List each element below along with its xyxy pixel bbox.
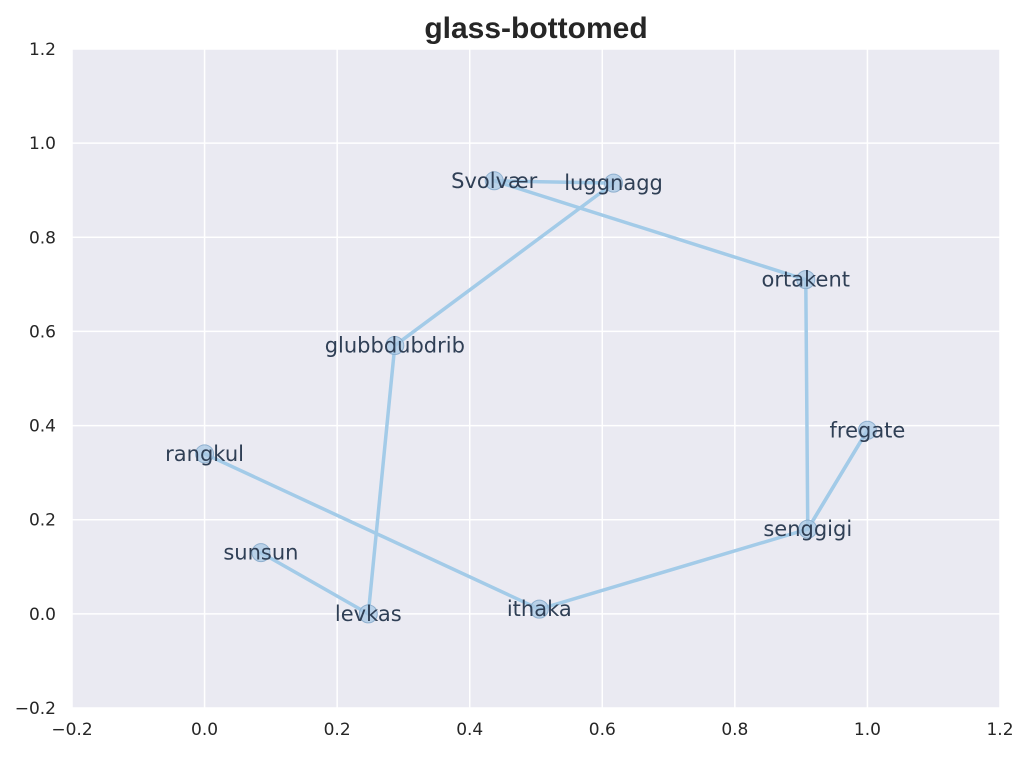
point-label: ithaka xyxy=(507,597,572,621)
x-tick-label: 0.6 xyxy=(589,720,616,740)
point-marker xyxy=(484,171,504,191)
route-segment xyxy=(537,527,810,611)
point-marker xyxy=(604,173,624,193)
point-labels: sunsun levkas glubbdubdrib luggnagg Svolvær o… xyxy=(165,169,905,626)
x-tick-label: 0.2 xyxy=(324,720,351,740)
point-marker xyxy=(358,604,378,624)
y-tick-label: 0.2 xyxy=(29,511,56,531)
x-tick-label: −0.2 xyxy=(51,720,92,740)
y-tick-label: 0.8 xyxy=(29,228,56,248)
point-markers xyxy=(195,171,877,624)
point-label: glubbdubdrib xyxy=(325,334,465,358)
point-marker xyxy=(195,444,215,464)
point-label: ortakent xyxy=(762,268,850,292)
y-axis-ticks: −0.2 0.0 0.2 0.4 0.6 0.8 1.0 1.2 xyxy=(15,40,56,719)
route-segment xyxy=(804,277,810,531)
x-axis-ticks: −0.2 0.0 0.2 0.4 0.6 0.8 1.0 1.2 xyxy=(51,720,1013,740)
y-tick-label: 0.0 xyxy=(29,605,56,625)
route-lines xyxy=(202,179,870,616)
route-segment xyxy=(366,343,397,616)
x-tick-label: 0.0 xyxy=(191,720,218,740)
point-marker xyxy=(796,270,816,290)
point-label: luggnagg xyxy=(564,171,663,195)
point-label: Svolvær xyxy=(451,169,537,193)
chart-title: glass-bottomed xyxy=(424,12,647,45)
point-label: rangkul xyxy=(165,442,244,466)
point-marker xyxy=(251,543,271,563)
point-marker xyxy=(385,336,405,356)
x-tick-label: 0.8 xyxy=(721,720,748,740)
route-segment xyxy=(393,181,616,348)
route-segment xyxy=(202,452,542,611)
y-tick-label: −0.2 xyxy=(15,699,56,719)
route-segment xyxy=(492,179,616,185)
x-tick-label: 1.0 xyxy=(854,720,881,740)
x-tick-label: 0.4 xyxy=(456,720,483,740)
y-tick-label: 1.0 xyxy=(29,134,56,154)
route-segment xyxy=(806,428,870,531)
y-tick-label: 0.6 xyxy=(29,322,56,342)
route-segment xyxy=(492,179,808,282)
point-label: senggigi xyxy=(763,517,852,541)
point-label: fregate xyxy=(830,418,906,442)
route-segment xyxy=(259,550,371,616)
x-tick-label: 1.2 xyxy=(986,720,1013,740)
y-tick-label: 1.2 xyxy=(29,40,56,60)
plot-area xyxy=(72,49,1000,708)
point-marker xyxy=(529,599,549,619)
point-marker xyxy=(798,519,818,539)
point-marker xyxy=(857,420,877,440)
point-label: levkas xyxy=(335,602,402,626)
point-label: sunsun xyxy=(223,541,298,565)
y-tick-label: 0.4 xyxy=(29,417,56,437)
